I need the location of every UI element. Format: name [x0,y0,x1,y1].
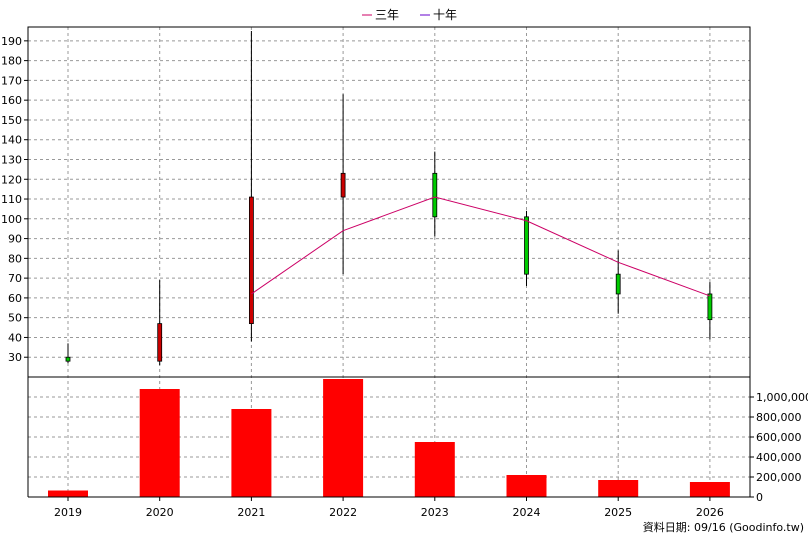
price-tick-label: 70 [8,272,22,285]
candle-body [248,196,254,325]
volume-tick-label: 1,000,000 [756,391,808,404]
price-plot-border [27,26,751,378]
volume-tick-label: 800,000 [756,411,802,424]
three-year-line [251,196,711,297]
volume-tick-label: 0 [756,491,763,504]
price-tick-label: 100 [1,213,22,226]
volume-tick-label: 200,000 [756,471,802,484]
x-axis: 2019 2020 2021 2022 2023 2024 2025 2026 [54,497,724,519]
volume-bar [139,389,180,497]
legend-label: 十年 [433,8,457,22]
price-tick-label: 40 [8,331,22,344]
price-tick-label: 150 [1,114,22,127]
price-tick-label: 60 [8,292,22,305]
candle-body [707,293,713,321]
candle-body [615,273,621,295]
price-tick-label: 50 [8,312,22,325]
volume-tick-label: 400,000 [756,451,802,464]
price-tick-label: 140 [1,134,22,147]
candle-body [524,216,529,275]
price-tick-label: 170 [1,74,22,87]
volume-bar [598,480,639,497]
volume-tick-label: 600,000 [756,431,802,444]
price-tick-label: 180 [1,55,22,68]
price-plot-background [28,27,750,377]
price-tick-label: 90 [8,233,22,246]
x-tick-label: 2021 [237,506,265,519]
price-tick-label: 130 [1,153,22,166]
legend: 三年 十年 [362,8,457,22]
price-tick-label: 30 [8,351,22,364]
price-panel: 30 40 50 60 70 80 90 100 110 120 130 140 150 160 170 18… [1,26,751,497]
x-tick-label: 2025 [604,506,632,519]
volume-bar [689,482,730,497]
volume-panel: 0 200,000 400,000 600,000 800,000 1,000,000 [27,377,808,504]
price-tick-label: 110 [1,193,22,206]
x-tick-label: 2019 [54,506,82,519]
x-tick-label: 2024 [513,506,541,519]
candle-body [157,323,163,362]
price-tick-label: 120 [1,173,22,186]
price-tick-label: 80 [8,252,22,265]
x-tick-label: 2020 [146,506,174,519]
x-tick-label: 2022 [329,506,357,519]
footer-source: 資料日期: 09/16 (Goodinfo.tw) [643,520,804,534]
candle-body [432,172,438,218]
x-tick-label: 2023 [421,506,449,519]
volume-bar [231,409,272,497]
volume-bar [414,442,455,497]
volume-bar [323,379,364,497]
price-tick-label: 160 [1,94,22,107]
volume-bar [506,475,547,497]
legend-label: 三年 [375,8,399,22]
x-tick-label: 2026 [696,506,724,519]
candle-body [340,172,346,198]
price-tick-label: 190 [1,35,22,48]
candle-body [65,356,71,362]
volume-bar [48,490,88,497]
